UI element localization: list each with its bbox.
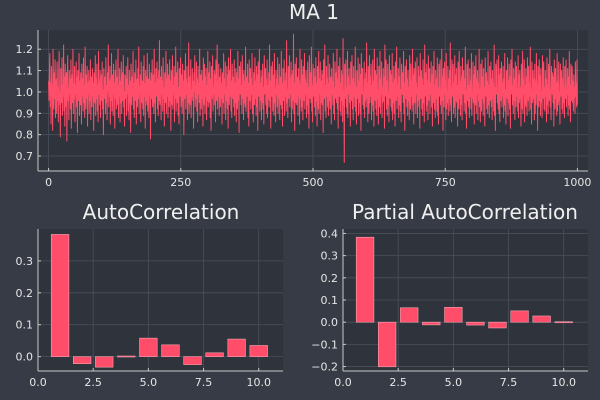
pacf-y-tick-label: 0.4 (321, 227, 339, 240)
acf-x-tick-label: 2.5 (84, 376, 102, 389)
acf-plot-area (38, 229, 283, 371)
pacf-x-tick-label: 7.5 (500, 376, 518, 389)
pacf-y-tick-label: 0.1 (321, 294, 339, 307)
ma1-y-tick-label: 0.7 (16, 150, 34, 163)
pacf-bar-lag-6 (466, 321, 485, 326)
ma1-x-tick-label: 0 (45, 176, 52, 189)
pacf-y-tick-label: −0.2 (311, 361, 338, 374)
acf-y-tick-label: 0.1 (16, 319, 34, 332)
pacf-y-tick-label: 0.0 (321, 316, 339, 329)
ma1-y-tick-label: 0.8 (16, 129, 34, 142)
acf-bar-lag-9 (227, 338, 246, 357)
pacf-bar-lag-1 (355, 236, 375, 323)
pacf-y-tick-label: 0.2 (321, 272, 339, 285)
acf-bar-lag-4 (117, 355, 136, 358)
pacf-bar-lag-8 (510, 310, 529, 323)
pacf-x-tick-label: 5.0 (445, 376, 463, 389)
pacf-bar-lag-10 (554, 321, 573, 324)
pacf-y-tick-label: −0.1 (311, 338, 338, 351)
acf-title: AutoCorrelation (83, 200, 240, 224)
ma1-panel: 0 250 500 750 1000 0.7 0.8 0.9 1.0 1.1 1.2 (16, 30, 591, 189)
pacf-panel: 0.0 2.5 5.0 7.5 10.0 −0.2 −0.1 0.0 0.1 0.2 0.3 0.4 (311, 227, 588, 389)
pacf-x-tick-label: 2.5 (389, 376, 407, 389)
pacf-y-tick-label: 0.3 (321, 250, 339, 263)
pacf-bar-lag-9 (532, 315, 551, 323)
pacf-x-tick-label: 0.0 (334, 376, 352, 389)
acf-x-tick-label: 10.0 (246, 376, 271, 389)
ma1-y-tick-label: 0.9 (16, 107, 34, 120)
ma1-x-tick-label: 500 (303, 176, 324, 189)
acf-x-tick-label: 0.0 (29, 376, 47, 389)
pacf-bar-lag-2 (378, 321, 397, 368)
acf-y-tick-label: 0.2 (16, 287, 34, 300)
acf-x-tick-label: 7.5 (195, 376, 213, 389)
pacf-bar-lag-7 (488, 321, 507, 329)
ma1-y-tick-label: 1.0 (16, 86, 34, 99)
acf-bar-lag-7 (183, 356, 202, 365)
acf-bar-lag-1 (50, 234, 70, 357)
pacf-bar-lag-4 (422, 321, 441, 326)
acf-bar-lag-8 (205, 352, 224, 357)
acf-y-tick-label: 0.0 (16, 351, 34, 364)
acf-bar-lag-6 (161, 344, 180, 357)
pacf-bar-lag-5 (444, 307, 463, 323)
ma1-x-tick-label: 1000 (563, 176, 591, 189)
pacf-x-tick-label: 10.0 (551, 376, 576, 389)
ma1-series-line (48, 33, 578, 163)
acf-bar-lag-10 (249, 345, 268, 357)
acf-bar-lag-3 (95, 356, 114, 368)
pacf-title: Partial AutoCorrelation (352, 200, 578, 224)
pacf-bar-lag-3 (400, 307, 419, 323)
acf-bar-lag-2 (73, 356, 92, 364)
ma1-title: MA 1 (289, 0, 339, 24)
acf-bar-lag-5 (139, 337, 158, 357)
acf-panel: 0.0 2.5 5.0 7.5 10.0 0.0 0.1 0.2 0.3 (16, 229, 283, 389)
ma1-y-tick-label: 1.2 (16, 43, 34, 56)
ma1-y-tick-label: 1.1 (16, 65, 34, 78)
ma1-x-tick-label: 250 (170, 176, 191, 189)
ma1-x-tick-label: 750 (435, 176, 456, 189)
acf-y-tick-label: 0.3 (16, 255, 34, 268)
acf-x-tick-label: 5.0 (140, 376, 158, 389)
